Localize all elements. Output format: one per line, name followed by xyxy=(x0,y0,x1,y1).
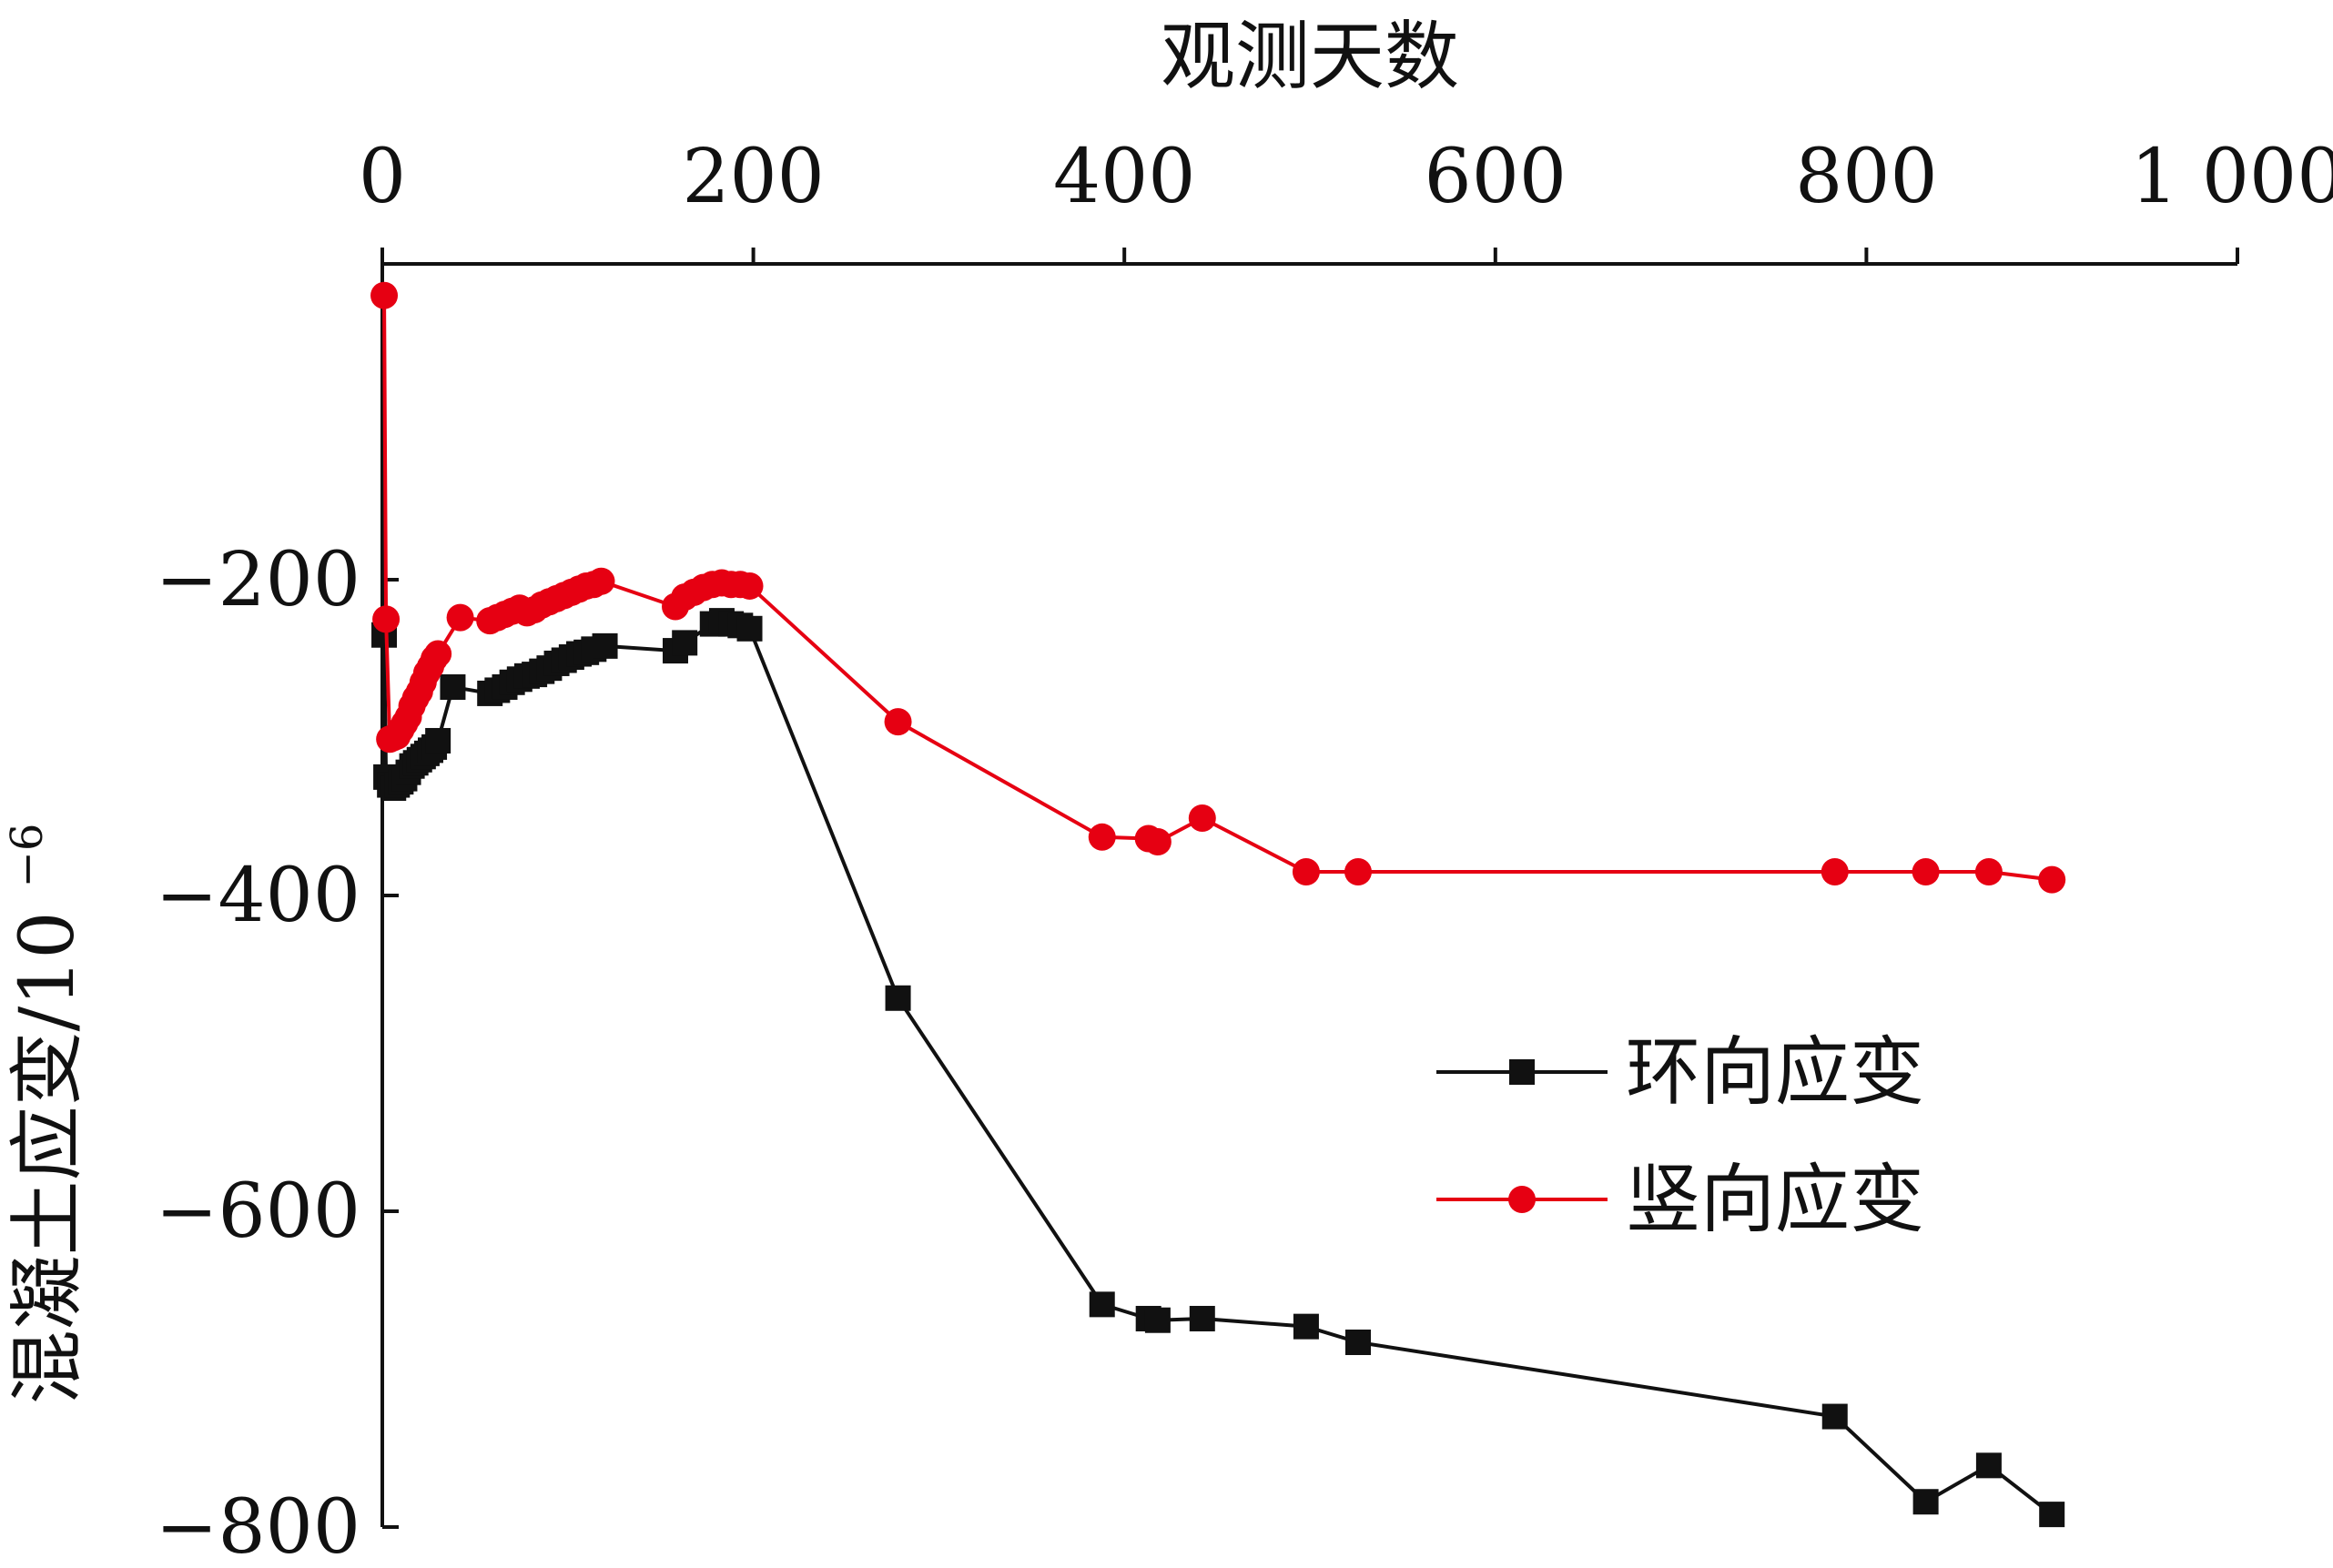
x-tick-label-3: 600 xyxy=(1425,134,1567,220)
series-1-point-43 xyxy=(1088,823,1116,851)
x-tick-label-0: 0 xyxy=(359,134,406,220)
y-axis-label-main: 混凝土应变/10 xyxy=(5,911,91,1404)
x-tick-label-2: 400 xyxy=(1053,134,1196,220)
series-0-point-43 xyxy=(1144,1307,1171,1333)
series-1-point-50 xyxy=(1912,857,1940,885)
series-1 xyxy=(370,281,2066,894)
y-tick-label-0: −200 xyxy=(156,537,360,623)
series-0-point-47 xyxy=(1821,1403,1848,1430)
x-tick-label-5: 1 000 xyxy=(2131,134,2333,220)
legend-marker-vertical xyxy=(1508,1186,1536,1213)
series-layer xyxy=(370,281,2066,1528)
series-0-point-39 xyxy=(736,615,763,642)
series-1-point-0 xyxy=(370,281,399,309)
y-tick-label-1: −400 xyxy=(156,853,360,939)
series-1-point-15 xyxy=(424,640,452,668)
legend-label-vertical: 竖向应变 xyxy=(1626,1157,1924,1243)
series-0-point-48 xyxy=(1912,1489,1939,1515)
legend-marker-hoop xyxy=(1509,1059,1535,1085)
series-1-point-51 xyxy=(1974,857,2003,885)
x-tick-label-1: 200 xyxy=(682,134,825,220)
series-1-point-16 xyxy=(446,603,474,632)
series-1-point-45 xyxy=(1143,828,1172,856)
series-1-point-48 xyxy=(1344,857,1372,885)
legend: 环向应变 竖向应变 xyxy=(1436,1029,1924,1243)
series-1-line xyxy=(382,293,2054,882)
series-0-point-49 xyxy=(1975,1452,2002,1479)
series-1-point-46 xyxy=(1188,804,1216,832)
series-1-point-1 xyxy=(372,605,401,633)
x-tick-label-4: 800 xyxy=(1795,134,1938,220)
series-0-point-45 xyxy=(1293,1313,1319,1340)
series-0-point-40 xyxy=(885,985,911,1011)
series-1-point-32 xyxy=(587,567,615,595)
series-0-point-46 xyxy=(1344,1330,1371,1356)
y-axis-label: 混凝土应变/10 −6 xyxy=(2,824,91,1405)
legend-label-hoop: 环向应变 xyxy=(1626,1029,1924,1116)
x-axis-label: 观测天数 xyxy=(1161,14,1459,100)
series-1-point-52 xyxy=(2038,865,2066,894)
y-tick-label-2: −600 xyxy=(156,1168,360,1255)
series-1-point-49 xyxy=(1821,857,1849,885)
series-1-point-47 xyxy=(1292,857,1320,885)
series-0-point-44 xyxy=(1189,1305,1215,1331)
y-axis-ticks: −200 −400 −600 −800 xyxy=(156,537,399,1568)
y-axis-label-exponent: −6 xyxy=(2,824,53,888)
series-0-point-32 xyxy=(592,632,618,659)
series-0-point-15 xyxy=(425,727,451,754)
x-axis-ticks: 0 200 400 600 800 1 000 xyxy=(359,134,2333,264)
series-0-point-34 xyxy=(672,630,698,656)
y-tick-label-3: −800 xyxy=(156,1484,360,1564)
series-0-point-50 xyxy=(2039,1502,2065,1528)
series-1-point-41 xyxy=(735,572,764,600)
series-0-point-41 xyxy=(1089,1291,1115,1318)
series-0-point-16 xyxy=(440,673,466,700)
series-0 xyxy=(371,608,2065,1528)
series-1-point-42 xyxy=(884,708,912,736)
